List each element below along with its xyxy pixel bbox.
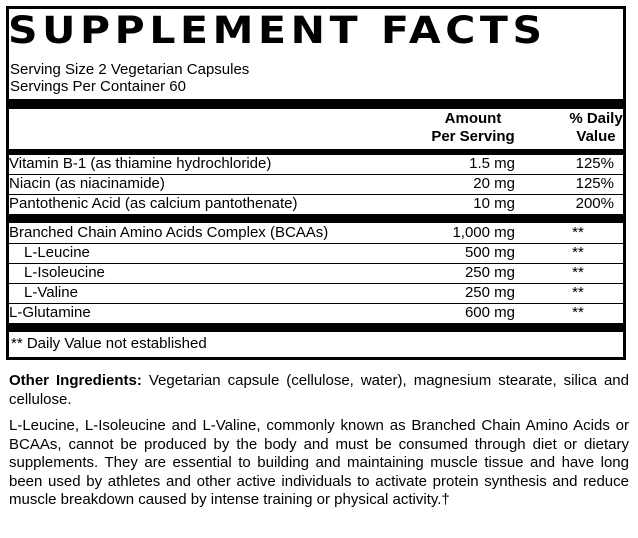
nutrient-daily-value: ** bbox=[572, 304, 584, 321]
thick-divider-middle bbox=[6, 214, 626, 223]
other-ingredients: Other Ingredients: Vegetarian capsule (c… bbox=[9, 372, 629, 409]
nutrient-daily-value: ** bbox=[572, 264, 584, 281]
amount-header: Amount Per Serving bbox=[418, 110, 528, 146]
nutrient-name: L-Glutamine bbox=[9, 304, 91, 321]
nutrient-row: L-Leucine 500 mg ** bbox=[9, 244, 623, 262]
nutrient-daily-value: ** bbox=[572, 224, 584, 241]
nutrient-amount: 1,000 mg bbox=[452, 224, 515, 241]
nutrient-daily-value: 125% bbox=[575, 175, 614, 192]
nutrient-name: Pantothenic Acid (as calcium pantothenat… bbox=[9, 195, 298, 212]
row-divider bbox=[6, 263, 626, 264]
nutrient-amount: 1.5 mg bbox=[469, 155, 515, 172]
nutrient-daily-value: ** bbox=[572, 284, 584, 301]
nutrient-amount: 10 mg bbox=[473, 195, 515, 212]
nutrient-row: Pantothenic Acid (as calcium pantothenat… bbox=[9, 195, 623, 213]
serving-size: Serving Size 2 Vegetarian Capsules bbox=[10, 61, 250, 78]
nutrient-row: L-Glutamine 600 mg ** bbox=[9, 304, 623, 322]
nutrient-name: L-Leucine bbox=[24, 244, 90, 261]
dv-header-line2: Value bbox=[576, 128, 616, 145]
nutrient-name: Vitamin B-1 (as thiamine hydrochloride) bbox=[9, 155, 272, 172]
nutrient-row: L-Isoleucine 250 mg ** bbox=[9, 264, 623, 282]
amount-header-line1: Amount bbox=[444, 110, 502, 127]
nutrient-amount: 600 mg bbox=[464, 304, 515, 321]
nutrient-name: Niacin (as niacinamide) bbox=[9, 175, 165, 192]
medium-divider bbox=[6, 149, 626, 155]
nutrient-row: Branched Chain Amino Acids Complex (BCAA… bbox=[9, 224, 623, 242]
row-divider bbox=[6, 174, 626, 175]
thick-divider-top bbox=[6, 99, 626, 109]
nutrient-amount: 250 mg bbox=[464, 284, 515, 301]
nutrient-name: Branched Chain Amino Acids Complex (BCAA… bbox=[9, 224, 329, 241]
other-ingredients-label: Other Ingredients: bbox=[9, 372, 142, 389]
thick-divider-bottom bbox=[6, 323, 626, 332]
nutrient-amount: 20 mg bbox=[473, 175, 515, 192]
nutrient-daily-value: ** bbox=[572, 244, 584, 261]
nutrient-row: L-Valine 250 mg ** bbox=[9, 284, 623, 302]
nutrient-daily-value: 200% bbox=[575, 195, 614, 212]
row-divider bbox=[6, 243, 626, 244]
daily-value-header: % Daily Value bbox=[556, 110, 636, 146]
servings-per-container: Servings Per Container 60 bbox=[10, 78, 186, 95]
row-divider bbox=[6, 303, 626, 304]
row-divider bbox=[6, 283, 626, 284]
label-title: SUPPLEMENT FACTS bbox=[8, 8, 547, 53]
row-divider bbox=[6, 194, 626, 195]
other-ingredients-text: Vegetarian capsule (cellulose, water), m… bbox=[9, 372, 629, 408]
nutrient-amount: 250 mg bbox=[464, 264, 515, 281]
nutrient-row: Vitamin B-1 (as thiamine hydrochloride) … bbox=[9, 155, 623, 173]
product-description: L-Leucine, L-Isoleucine and L-Valine, co… bbox=[9, 417, 629, 508]
daily-value-footnote: ** Daily Value not established bbox=[11, 335, 207, 352]
nutrient-daily-value: 125% bbox=[575, 155, 614, 172]
nutrient-name: L-Valine bbox=[24, 284, 78, 301]
nutrient-amount: 500 mg bbox=[464, 244, 515, 261]
nutrient-row: Niacin (as niacinamide) 20 mg 125% bbox=[9, 175, 623, 193]
supplement-facts-panel bbox=[6, 6, 626, 360]
amount-header-line2: Per Serving bbox=[431, 128, 515, 145]
nutrient-name: L-Isoleucine bbox=[24, 264, 105, 281]
dv-header-line1: % Daily bbox=[569, 110, 623, 127]
